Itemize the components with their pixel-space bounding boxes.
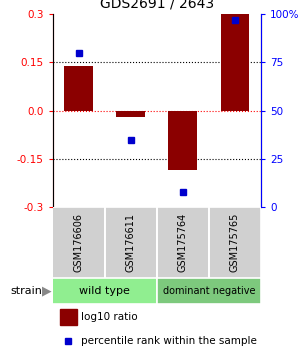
Text: GSM176606: GSM176606 [74,213,84,272]
Text: wild type: wild type [79,286,130,296]
Bar [169,110,197,170]
Text: dominant negative: dominant negative [163,286,255,296]
Text: GSM176611: GSM176611 [126,213,136,272]
Bar [209,207,261,278]
Bar [105,207,157,278]
Bar [157,207,209,278]
Bar [64,65,93,110]
Text: GSM175765: GSM175765 [230,213,240,272]
Text: ▶: ▶ [42,285,52,298]
Bar [60,309,76,325]
Text: GSM175764: GSM175764 [178,213,188,272]
Text: log10 ratio: log10 ratio [81,312,138,322]
Bar [52,278,157,304]
Title: GDS2691 / 2643: GDS2691 / 2643 [100,0,214,10]
Bar [116,110,145,117]
Bar [157,278,261,304]
Bar [52,207,105,278]
Bar [220,14,249,110]
Text: percentile rank within the sample: percentile rank within the sample [81,336,257,346]
Text: strain: strain [11,286,42,296]
